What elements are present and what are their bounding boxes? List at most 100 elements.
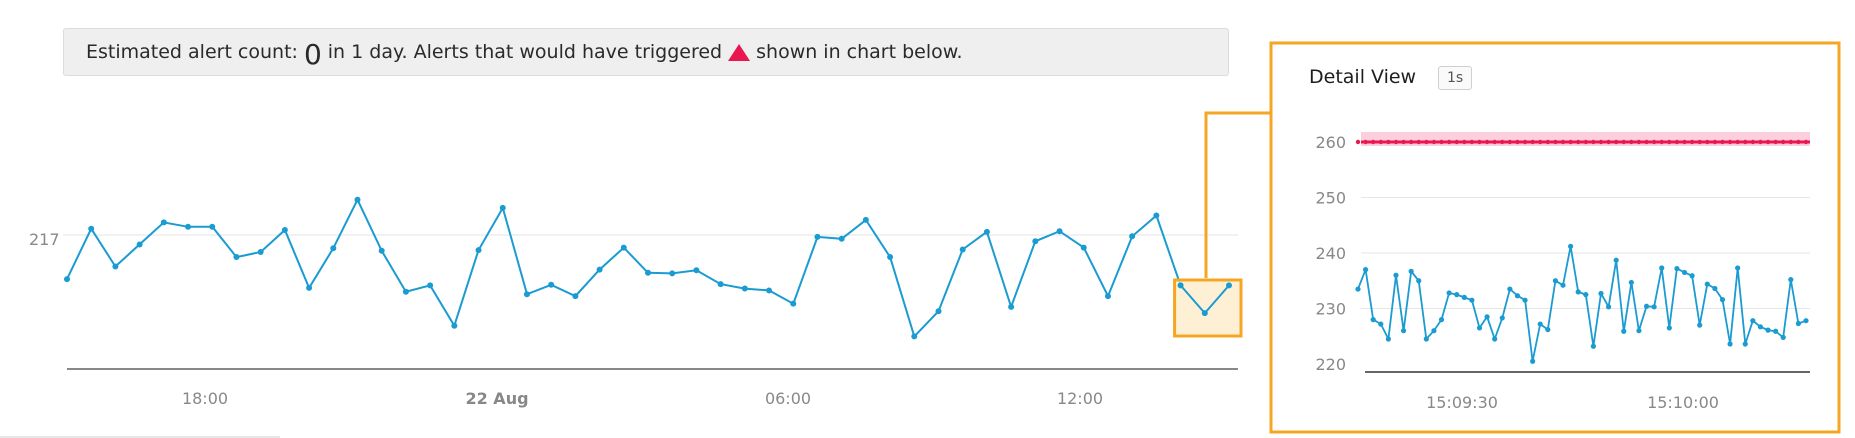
threshold-marker: [1773, 139, 1778, 145]
threshold-marker: [1591, 139, 1596, 145]
threshold-marker: [1530, 139, 1535, 145]
detail-data-point: [1659, 265, 1665, 271]
detail-data-point: [1355, 286, 1361, 292]
threshold-marker: [1560, 139, 1566, 145]
threshold-marker: [1689, 139, 1695, 145]
overview-data-point: [983, 228, 990, 235]
detail-y-tick-label: 220: [1315, 355, 1346, 374]
overview-data-point: [645, 269, 651, 276]
detail-data-point: [1514, 293, 1521, 299]
detail-gridlines: [1361, 141, 1810, 309]
detail-data-point: [1598, 290, 1604, 297]
overview-data-point: [306, 284, 313, 291]
threshold-marker: [1598, 139, 1604, 145]
detail-data-point: [1370, 317, 1376, 323]
detail-data-point: [1742, 341, 1748, 347]
detail-data-point: [1803, 318, 1809, 324]
threshold-marker: [1796, 139, 1801, 145]
detail-data-point: [1385, 336, 1391, 342]
overview-data-point: [887, 254, 894, 261]
overview-data-point: [378, 247, 385, 254]
detail-data-point: [1484, 314, 1490, 320]
detail-data-point: [1689, 273, 1695, 279]
threshold-marker: [1735, 139, 1740, 145]
detail-data-point: [1507, 286, 1513, 292]
threshold-marker: [1401, 139, 1406, 145]
overview-data-point: [620, 244, 627, 251]
threshold-marker: [1408, 139, 1414, 145]
threshold-marker: [1500, 139, 1505, 145]
threshold-marker: [1462, 139, 1467, 145]
overview-data-point: [136, 241, 143, 248]
detail-y-ticks: 220 230 240 250 260: [1315, 133, 1346, 374]
overview-data-point: [1226, 282, 1232, 289]
detail-data-point: [1780, 334, 1786, 340]
threshold-marker: [1553, 139, 1558, 145]
overview-data-point: [1080, 244, 1087, 251]
overview-data-point: [1104, 293, 1111, 300]
detail-data-point: [1461, 294, 1467, 300]
threshold-marker: [1651, 139, 1657, 145]
detail-data-point: [1408, 268, 1414, 274]
overview-data-point: [330, 245, 337, 252]
detail-data-point: [1795, 320, 1802, 327]
detail-data-point: [1537, 321, 1543, 327]
overview-data-point: [1201, 310, 1208, 317]
detail-data-point: [1719, 297, 1726, 303]
detail-data-point: [1636, 328, 1642, 334]
overview-data-point: [1153, 212, 1160, 219]
detail-data-point: [1605, 304, 1612, 310]
detail-chart: 220 230 240 250 260 15:09:30 15:10:00: [1315, 132, 1810, 412]
detail-y-tick-label: 260: [1315, 133, 1346, 152]
threshold-marker: [1545, 139, 1551, 145]
overview-x-tick-label: 06:00: [765, 389, 811, 408]
overview-data-point: [451, 322, 458, 329]
overview-data-point: [862, 216, 869, 223]
selection-highlight-box[interactable]: [1173, 278, 1243, 338]
detail-data-point: [1674, 265, 1680, 272]
threshold-marker: [1667, 139, 1672, 145]
divider: [0, 436, 280, 438]
overview-data-point: [717, 281, 724, 288]
detail-data-point: [1773, 328, 1779, 334]
overview-data-point: [1129, 233, 1136, 240]
resolution-badge[interactable]: 1s: [1438, 66, 1473, 90]
overview-x-tick-label: 12:00: [1057, 389, 1103, 408]
overview-data-point: [523, 291, 530, 298]
detail-data-point: [1697, 322, 1703, 328]
threshold-marker: [1606, 139, 1611, 145]
detail-data-point: [1735, 265, 1741, 271]
detail-data-point: [1393, 272, 1399, 278]
overview-data-point: [1056, 228, 1063, 235]
threshold-marker: [1621, 139, 1626, 145]
threshold-marker: [1781, 139, 1786, 145]
overview-data-point: [185, 223, 192, 230]
threshold-marker: [1477, 139, 1482, 145]
threshold-marker: [1386, 139, 1391, 145]
detail-data-point: [1423, 336, 1429, 342]
overview-data-point: [499, 204, 506, 211]
detail-data-point: [1613, 257, 1619, 263]
threshold-marker: [1454, 139, 1459, 145]
threshold-marker: [1576, 139, 1581, 145]
alert-summary-middle: in 1 day. Alerts that would have trigger…: [327, 41, 723, 63]
overview-data-point: [402, 288, 409, 295]
overview-data-point: [838, 235, 845, 242]
threshold-marker: [1469, 139, 1475, 145]
overview-data-point: [112, 263, 119, 270]
threshold-marker: [1378, 139, 1383, 145]
threshold-marker: [1727, 139, 1733, 145]
overview-data-point: [160, 219, 167, 226]
overview-data-point: [790, 300, 797, 307]
threshold-marker: [1765, 139, 1771, 145]
detail-data-point: [1765, 327, 1771, 333]
overview-data-point: [766, 287, 773, 294]
detail-data-point: [1416, 278, 1422, 284]
overview-data-point: [1032, 238, 1039, 245]
overview-x-tick-label: 18:00: [182, 389, 228, 408]
threshold-marker: [1568, 139, 1573, 145]
overview-data-point: [1177, 282, 1184, 289]
overview-series-line: [66, 197, 1182, 339]
detail-x-tick-label: 15:09:30: [1426, 393, 1498, 412]
overview-highlight-series: [1177, 282, 1232, 317]
